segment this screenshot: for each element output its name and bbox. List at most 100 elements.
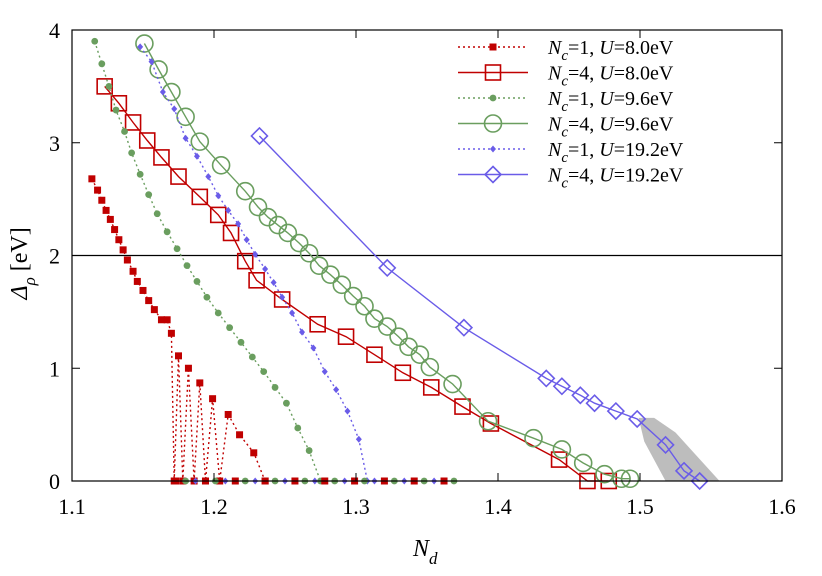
data-point xyxy=(552,377,572,396)
data-point xyxy=(184,364,192,372)
data-point xyxy=(236,431,244,439)
data-point xyxy=(279,293,286,301)
data-point xyxy=(410,345,430,365)
legend-marker xyxy=(489,43,497,51)
legend-label: Nc=4, U=9.6eV xyxy=(547,114,674,141)
data-point xyxy=(119,246,127,254)
legend-marker xyxy=(489,94,497,102)
data-point xyxy=(252,250,259,258)
data-point xyxy=(222,224,240,242)
data-point xyxy=(378,258,397,278)
data-point xyxy=(226,324,234,332)
legend-marker xyxy=(483,114,503,133)
data-point xyxy=(209,395,217,403)
data-point xyxy=(355,296,374,316)
data-point xyxy=(674,461,694,480)
data-point xyxy=(606,401,625,421)
shaded-band xyxy=(638,417,720,481)
y-tick-label: 4 xyxy=(49,18,60,43)
data-point xyxy=(106,215,114,223)
legend-label: Nc=1, U=9.6eV xyxy=(547,88,674,115)
data-point xyxy=(332,275,352,295)
data-point xyxy=(153,210,161,218)
data-point xyxy=(129,267,137,275)
data-point xyxy=(250,449,258,457)
legend-entry-2: Nc=4, U=8.0eV xyxy=(458,63,674,90)
legend-marker xyxy=(484,64,502,81)
data-point xyxy=(454,318,474,337)
data-point xyxy=(420,357,440,377)
data-point xyxy=(443,374,462,394)
data-point xyxy=(571,386,590,405)
data-point xyxy=(138,132,156,149)
data-point xyxy=(102,206,110,214)
data-point xyxy=(183,262,191,270)
data-point xyxy=(205,173,212,181)
data-point xyxy=(124,114,142,131)
y-axis-ticks: 0 1 2 3 4 xyxy=(49,18,782,494)
data-point xyxy=(294,424,302,432)
data-point xyxy=(88,175,96,183)
data-point xyxy=(111,226,119,234)
data-point xyxy=(321,368,328,376)
x-tick-label: 1.6 xyxy=(768,494,796,519)
data-point xyxy=(157,316,165,324)
data-point xyxy=(167,329,175,337)
data-point xyxy=(209,206,227,224)
data-point xyxy=(690,471,709,491)
data-point xyxy=(309,256,329,275)
data-point xyxy=(98,196,106,204)
data-point xyxy=(628,409,647,429)
data-point xyxy=(289,233,309,253)
data-point xyxy=(595,464,614,484)
data-point xyxy=(299,328,306,336)
data-point xyxy=(193,278,201,285)
data-point xyxy=(215,192,222,200)
data-point xyxy=(573,453,593,473)
legend-marker xyxy=(483,165,503,184)
data-point xyxy=(173,245,181,253)
series-line xyxy=(104,85,609,482)
series-3 xyxy=(91,37,324,485)
data-point xyxy=(305,447,313,454)
series-5 xyxy=(137,43,371,485)
data-point xyxy=(225,206,232,214)
y-tick-label: 1 xyxy=(49,356,60,381)
x-tick-label: 1.5 xyxy=(626,494,654,519)
data-point xyxy=(271,384,279,391)
data-point xyxy=(262,265,269,273)
data-point xyxy=(105,82,113,90)
data-point xyxy=(182,134,189,142)
data-point xyxy=(123,256,131,264)
data-point xyxy=(552,440,572,459)
data-point xyxy=(236,252,254,270)
data-point xyxy=(150,306,158,314)
data-point xyxy=(585,394,604,413)
data-point xyxy=(248,272,265,289)
x-tick-label: 1.1 xyxy=(58,494,86,519)
data-point xyxy=(333,386,340,394)
data-point xyxy=(170,168,187,185)
legend-entry-1: Nc=1, U=8.0eV xyxy=(458,37,674,64)
x-tick-label: 1.3 xyxy=(342,494,370,519)
data-point xyxy=(524,428,543,448)
series-6 xyxy=(250,126,709,491)
y-tick-label: 0 xyxy=(49,469,60,494)
data-point xyxy=(278,223,298,243)
series-4 xyxy=(135,34,640,489)
data-point xyxy=(121,128,128,135)
data-point xyxy=(191,188,209,206)
x-axis-label: Nd xyxy=(412,536,438,568)
x-tick-label: 1.2 xyxy=(200,494,228,519)
x-tick-label: 1.4 xyxy=(484,494,512,519)
y-tick-label: 2 xyxy=(49,244,60,269)
data-point xyxy=(248,197,268,217)
data-point xyxy=(196,379,204,387)
data-point xyxy=(139,286,147,294)
legend-label: Nc=4, U=19.2eV xyxy=(547,165,684,192)
data-point xyxy=(91,37,99,45)
data-point xyxy=(422,379,440,396)
data-point xyxy=(248,353,256,361)
data-point xyxy=(482,415,500,432)
